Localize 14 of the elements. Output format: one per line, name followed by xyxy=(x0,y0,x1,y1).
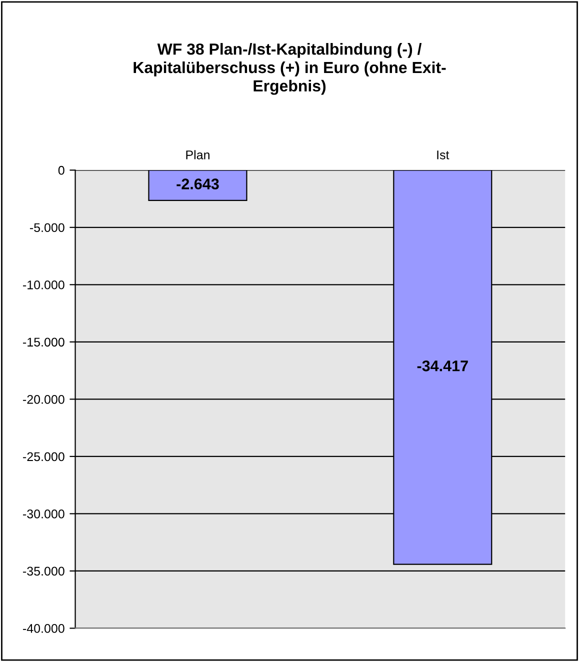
y-tick-label: -10.000 xyxy=(23,280,64,290)
y-tick-label: -40.000 xyxy=(23,624,64,633)
y-tick-label: -15.000 xyxy=(23,338,64,347)
chart-title: WF 38 Plan-/Ist-Kapitalbindung (-) / Kapitalüberschuss (+) in Euro (ohne Exit- Ergebnis) xyxy=(134,43,446,95)
data-label: -2.643 xyxy=(176,178,219,190)
y-tick-label: 0 xyxy=(58,166,64,175)
y-tick-label: -35.000 xyxy=(23,566,64,576)
y-tick-label: -25.000 xyxy=(23,452,64,462)
y-tick-label: -20.000 xyxy=(23,394,64,404)
y-tick-label: -30.000 xyxy=(23,510,64,518)
x-tick-label: Ist xyxy=(437,150,450,160)
data-label: -34.417 xyxy=(417,360,468,372)
y-tick-label: -5.000 xyxy=(30,223,64,232)
x-tick-label: Plan xyxy=(186,150,210,160)
